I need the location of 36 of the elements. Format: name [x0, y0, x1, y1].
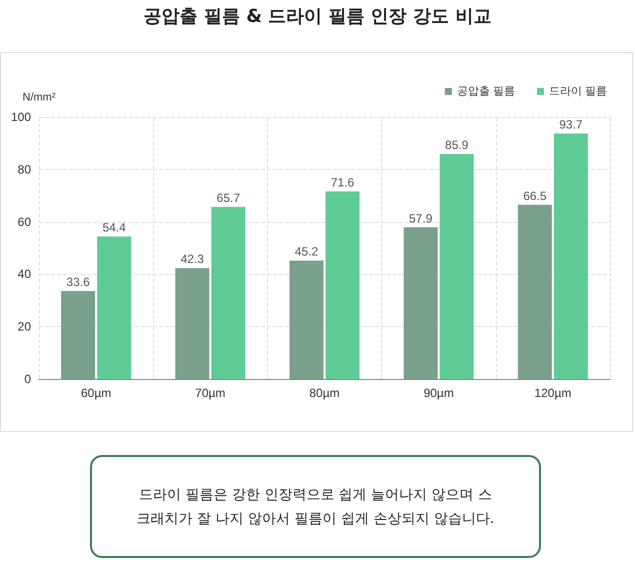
x-tick-label: 70µm [195, 386, 226, 400]
bar [175, 268, 210, 379]
legend-label: 드라이 필름 [548, 86, 608, 98]
y-tick-label: 60 [18, 214, 32, 229]
y-tick-label: 100 [10, 110, 32, 124]
bar [211, 206, 246, 379]
data-label: 71.6 [330, 175, 355, 190]
bar [326, 191, 360, 379]
bar [289, 260, 324, 379]
data-label: 57.9 [409, 211, 433, 226]
x-tick-label: 120µm [534, 386, 572, 400]
bar [440, 154, 474, 379]
data-label: 54.4 [102, 220, 126, 234]
bar [554, 134, 588, 379]
x-tick-label: 90µm [424, 386, 454, 400]
legend-label: 공압출 필름 [456, 86, 515, 98]
data-label: 85.9 [445, 138, 469, 152]
data-label: 66.5 [523, 188, 547, 203]
y-tick-label: 0 [24, 372, 32, 386]
bar [97, 236, 132, 379]
data-label: 93.7 [559, 118, 583, 132]
bar [61, 290, 96, 379]
x-tick-label: 80µm [309, 386, 340, 400]
y-tick-label: 80 [18, 162, 32, 176]
data-label: 42.3 [180, 252, 204, 266]
data-label: 45.2 [294, 244, 318, 259]
text: 드라이 필름은 강한 인장력으로 쉽게 늘어나지 않으며 스크래치가 잘 나지 않아서 필름이 쉽게 손상되지 않습니다. [90, 455, 541, 558]
chart-title: 공압출 필름 & 드라이 필름 인장 강도 비교 [142, 5, 492, 28]
data-label: 33.6 [66, 274, 90, 289]
x-tick-label: 60µm [80, 386, 112, 400]
y-axis-title: N/mm² [22, 92, 56, 104]
y-tick-label: 20 [18, 320, 32, 334]
data-label: 65.7 [216, 190, 240, 205]
bar [518, 204, 552, 379]
bar [404, 227, 438, 379]
y-tick-label: 40 [18, 267, 32, 282]
